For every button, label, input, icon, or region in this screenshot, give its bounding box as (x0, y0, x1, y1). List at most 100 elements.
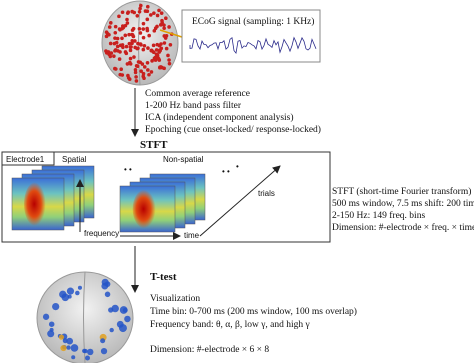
electrode (164, 46, 169, 51)
electrode (127, 77, 132, 82)
activation (70, 344, 79, 352)
electrode (138, 60, 143, 65)
electrode (147, 72, 151, 77)
electrode (104, 30, 109, 34)
electrode (166, 53, 170, 58)
activation (47, 330, 55, 338)
electrode (156, 57, 161, 61)
electrode (125, 11, 130, 15)
spatial-label: Spatial (62, 155, 87, 164)
activation (100, 338, 106, 344)
preprocessing-step: 1-200 Hz band pass filter (145, 100, 242, 111)
electrode (145, 17, 150, 22)
electrode (120, 24, 125, 28)
electrode (128, 56, 133, 61)
ellipsis: • • (124, 165, 132, 174)
electrode (128, 48, 133, 53)
electrode (136, 41, 140, 46)
ttest-desc: Visualization (150, 294, 200, 304)
electrode (141, 27, 146, 31)
electrode (155, 42, 160, 47)
electrode (130, 38, 135, 43)
electrode (149, 48, 154, 53)
electrode (155, 53, 160, 58)
electrode (153, 55, 158, 60)
brain-ttest (36, 271, 134, 363)
electrode (137, 27, 142, 31)
preprocessing-step: ICA (independent component analysis) (145, 112, 294, 123)
electrode (125, 17, 129, 22)
electrode (127, 32, 131, 37)
electrode (118, 50, 122, 54)
electrode (133, 70, 138, 75)
electrode (150, 59, 154, 63)
electrode (158, 65, 162, 69)
signal-label: ECoG signal (sampling: 1 KHz) (192, 16, 314, 27)
ellipsis: • (236, 162, 239, 171)
electrode (167, 61, 172, 66)
stft-desc: STFT (short-time Fourier transform) (332, 186, 471, 197)
activation (66, 337, 74, 345)
activation (122, 307, 128, 313)
brain-electrodes (101, 0, 179, 86)
signal-wave (189, 36, 317, 55)
activation (85, 355, 90, 361)
electrode (134, 75, 138, 79)
electrode (120, 36, 124, 41)
electrode (113, 24, 118, 29)
electrode (115, 36, 120, 41)
activation (71, 355, 76, 360)
electrode (151, 43, 156, 48)
electrode (119, 67, 124, 72)
ellipsis: • • (222, 167, 230, 176)
activation (77, 285, 83, 290)
activation (60, 344, 67, 352)
activation (108, 307, 114, 313)
electrode (138, 6, 142, 11)
electrode (113, 48, 118, 52)
stft-desc: 500 ms window, 7.5 ms shift: 200 time bi… (332, 198, 474, 209)
spectrogram-stack (119, 173, 206, 233)
pointer-line (159, 29, 186, 39)
ttest-desc: Dimension: #-electrode × 6 × 8 (150, 345, 269, 355)
electrode (157, 48, 162, 53)
electrode (114, 67, 118, 71)
electrode (141, 35, 146, 40)
electrode (141, 71, 146, 76)
electrode (125, 21, 130, 25)
non-spatial-label: Non-spatial (163, 155, 204, 164)
electrode (153, 26, 158, 31)
electrode (117, 57, 122, 61)
electrode (142, 43, 147, 48)
electrode (162, 26, 166, 31)
electrode (131, 34, 136, 39)
electrode (139, 69, 143, 73)
electrode (149, 13, 153, 17)
electrode (132, 55, 136, 59)
ttest-desc: Time bin: 0-700 ms (200 ms window, 100 m… (150, 306, 357, 317)
activation (118, 324, 127, 333)
electrode (123, 50, 128, 54)
electrode (146, 46, 150, 50)
electrode (108, 41, 113, 46)
electrode (139, 43, 143, 47)
electrode (113, 31, 118, 35)
electrode (120, 10, 125, 15)
electrode (128, 45, 133, 49)
activation (109, 327, 114, 333)
electrode (107, 25, 112, 29)
activation (42, 313, 50, 320)
frequency-label: frequency (84, 229, 119, 238)
electrode (132, 10, 137, 15)
stft-desc: Dimension: #-electrode × freq. × time × … (332, 222, 474, 233)
spectrogram-hotspot (132, 189, 157, 229)
activation (104, 281, 111, 287)
electrode (145, 26, 149, 31)
stft-desc: 2-150 Hz: 149 freq. bins (332, 210, 425, 221)
electrode (139, 3, 143, 8)
electrode (134, 79, 139, 83)
electrode (121, 45, 125, 50)
electrode (137, 9, 142, 14)
electrode (146, 68, 150, 72)
